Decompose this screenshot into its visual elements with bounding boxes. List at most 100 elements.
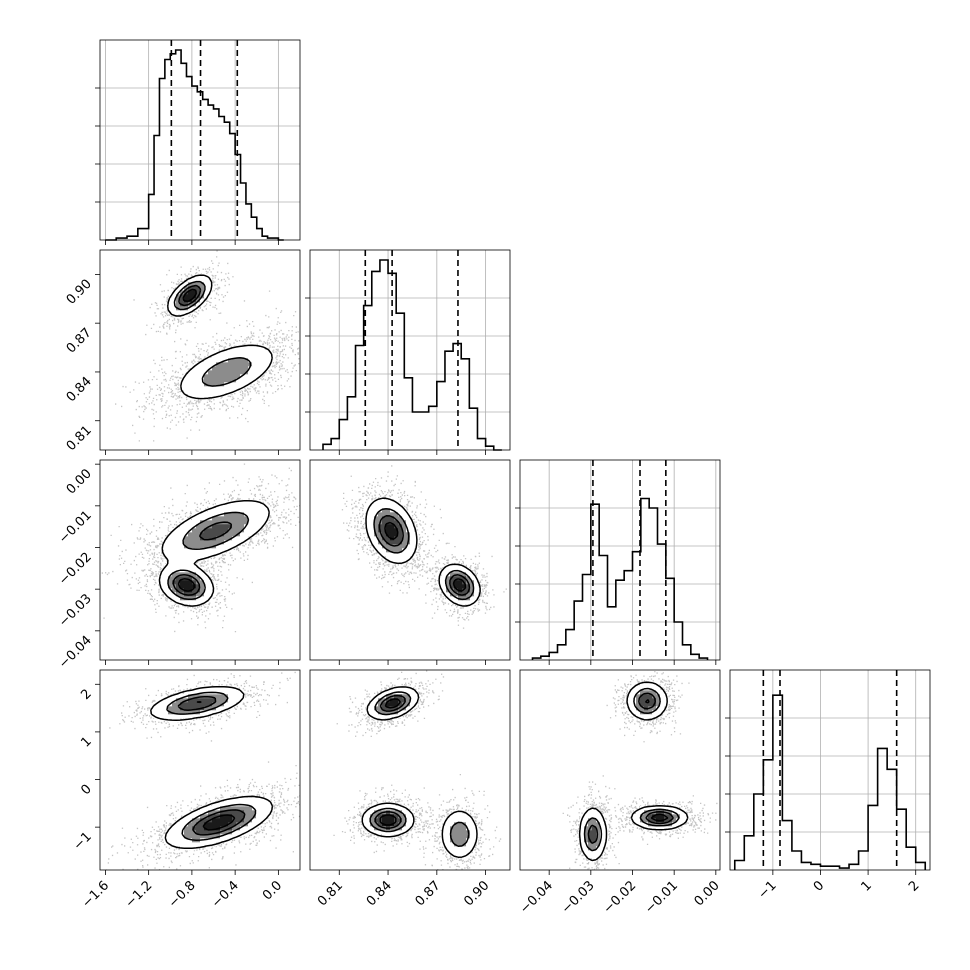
density-cell bbox=[382, 516, 387, 521]
density-cell bbox=[592, 838, 597, 843]
density-cell bbox=[200, 584, 205, 589]
density-cell bbox=[188, 576, 193, 581]
density-cell bbox=[176, 580, 181, 585]
density-cell bbox=[212, 552, 217, 557]
density-cell bbox=[248, 374, 253, 379]
density-cell bbox=[212, 818, 217, 823]
density-cell bbox=[172, 552, 177, 557]
density-cell bbox=[600, 846, 605, 851]
density-cell bbox=[204, 520, 209, 525]
density-cell bbox=[252, 366, 257, 371]
density-cell bbox=[406, 516, 411, 521]
density-cell bbox=[632, 818, 637, 823]
density-cell bbox=[196, 378, 201, 383]
density-cell bbox=[208, 544, 213, 549]
density-cell bbox=[224, 386, 229, 391]
density-cell bbox=[180, 524, 185, 529]
density-cell bbox=[588, 854, 593, 859]
contour-line bbox=[167, 511, 250, 601]
density-cell bbox=[252, 500, 257, 505]
density-cell bbox=[378, 532, 383, 537]
density-cell bbox=[160, 576, 165, 581]
density-cell bbox=[224, 810, 229, 815]
density-cell bbox=[228, 806, 233, 811]
density-cell bbox=[192, 528, 197, 533]
density-cell bbox=[458, 568, 463, 573]
density-cell bbox=[180, 588, 185, 593]
density-cell bbox=[228, 810, 233, 815]
density-cell bbox=[204, 282, 209, 287]
density-cell bbox=[196, 568, 201, 573]
density-cell bbox=[228, 524, 233, 529]
density-cell bbox=[200, 830, 205, 835]
density-cell bbox=[474, 592, 479, 597]
density-cell bbox=[180, 838, 185, 843]
density-cell bbox=[256, 508, 261, 513]
density-cell bbox=[208, 378, 213, 383]
density-cell bbox=[462, 838, 467, 843]
density-cell bbox=[370, 710, 375, 715]
density-cell bbox=[200, 516, 205, 521]
density-cell bbox=[212, 374, 217, 379]
density-cell bbox=[176, 536, 181, 541]
density-cell bbox=[188, 532, 193, 537]
density-cell bbox=[264, 508, 269, 513]
density-cell bbox=[176, 310, 181, 315]
density-cell bbox=[664, 826, 669, 831]
density-cell bbox=[390, 702, 395, 707]
density-cell bbox=[394, 548, 399, 553]
density-cell bbox=[466, 842, 471, 847]
density-cell bbox=[180, 560, 185, 565]
density-cell bbox=[208, 394, 213, 399]
density-cell bbox=[180, 290, 185, 295]
density-cell bbox=[256, 504, 261, 509]
density-cell bbox=[232, 536, 237, 541]
density-cell bbox=[228, 698, 233, 703]
density-cell bbox=[470, 822, 475, 827]
density-cell bbox=[244, 814, 249, 819]
density-cell bbox=[184, 294, 189, 299]
density-cell bbox=[212, 378, 217, 383]
density-cell bbox=[454, 600, 459, 605]
y-tick-label: 0.84 bbox=[64, 374, 95, 405]
density-cell bbox=[458, 814, 463, 819]
density-cell bbox=[184, 298, 189, 303]
density-cell bbox=[204, 286, 209, 291]
density-cell bbox=[240, 508, 245, 513]
density-cell bbox=[188, 544, 193, 549]
density-cell bbox=[184, 714, 189, 719]
density-cell bbox=[208, 834, 213, 839]
density-cell bbox=[204, 706, 209, 711]
density-cell bbox=[232, 802, 237, 807]
density-cell bbox=[442, 588, 447, 593]
density-cell bbox=[220, 532, 225, 537]
density-cell bbox=[168, 834, 173, 839]
density-cell bbox=[398, 516, 403, 521]
density-cell bbox=[172, 842, 177, 847]
density-cell bbox=[644, 710, 649, 715]
density-cell bbox=[668, 814, 673, 819]
density-cell bbox=[450, 834, 455, 839]
density-cell bbox=[176, 714, 181, 719]
density-cell bbox=[224, 814, 229, 819]
density-cell bbox=[172, 698, 177, 703]
density-cell bbox=[208, 548, 213, 553]
density-cell bbox=[386, 822, 391, 827]
density-cell bbox=[216, 528, 221, 533]
density-cell bbox=[196, 516, 201, 521]
density-cell bbox=[192, 370, 197, 375]
density-cell bbox=[470, 572, 475, 577]
density-cell bbox=[264, 512, 269, 517]
density-cell bbox=[212, 548, 217, 553]
density-cell bbox=[402, 516, 407, 521]
density-cell bbox=[466, 838, 471, 843]
density-cell bbox=[446, 842, 451, 847]
density-cell bbox=[228, 702, 233, 707]
density-cell bbox=[248, 354, 253, 359]
density-cell bbox=[588, 834, 593, 839]
density-cell bbox=[212, 822, 217, 827]
density-cell bbox=[224, 706, 229, 711]
density-cell bbox=[188, 286, 193, 291]
density-cell bbox=[636, 822, 641, 827]
